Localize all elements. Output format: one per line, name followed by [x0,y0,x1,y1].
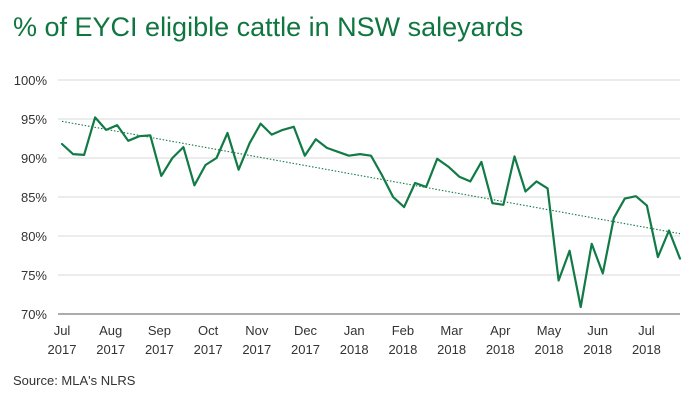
x-tick-year: 2018 [632,342,661,357]
series-layer [60,116,682,309]
y-tick-label: 95% [21,112,47,127]
x-tick-year: 2018 [583,342,612,357]
x-tick-year: 2017 [291,342,320,357]
x-tick-month: Apr [490,323,511,338]
x-tick-month: Feb [392,323,414,338]
x-tick-month: Oct [198,323,219,338]
x-tick-month: Dec [294,323,318,338]
x-tick-month: Jul [54,323,71,338]
x-tick-year: 2018 [340,342,369,357]
x-tick-month: Sep [148,323,171,338]
y-tick-labels: 100% 95% 90% 85% 80% 75% 70% [14,73,48,322]
x-tick-month: Jun [587,323,608,338]
x-tick-label: Apr 2018 [486,323,515,357]
source-note: Source: MLA's NLRS [13,373,136,388]
y-tick-label: 70% [21,307,47,322]
x-tick-label: Nov 2017 [242,323,271,357]
x-tick-year: 2018 [486,342,515,357]
x-tick-month: Mar [440,323,463,338]
x-tick-label: Mar 2018 [437,323,466,357]
x-tick-year: 2018 [388,342,417,357]
x-tick-month: Aug [99,323,122,338]
trend-line [61,120,681,235]
chart-title: % of EYCI eligible cattle in NSW saleyar… [13,12,524,42]
y-tick-label: 100% [14,73,48,88]
x-tick-year: 2017 [96,342,125,357]
x-tick-year: 2017 [48,342,77,357]
x-tick-label: Dec 2017 [291,323,320,357]
x-tick-year: 2017 [242,342,271,357]
x-tick-year: 2017 [194,342,223,357]
x-tick-month: Jul [638,323,655,338]
x-tick-label: Aug 2017 [96,323,125,357]
x-tick-label: Jun 2018 [583,323,612,357]
gridlines [58,79,680,315]
x-tick-year: 2017 [145,342,174,357]
x-tick-labels: Jul 2017 Aug 2017 Sep 2017 Oct 2017 Nov 2017 Dec 20… [48,323,661,357]
x-tick-label: Oct 2017 [194,323,223,357]
x-tick-month: May [537,323,562,338]
series-line [60,116,682,309]
x-tick-label: Jul 2018 [632,323,661,357]
y-tick-label: 90% [21,151,47,166]
y-tick-label: 75% [21,268,47,283]
x-tick-label: Jan 2018 [340,323,369,357]
y-tick-label: 85% [21,190,47,205]
x-tick-month: Jan [344,323,365,338]
y-tick-label: 80% [21,229,47,244]
x-tick-year: 2018 [437,342,466,357]
x-tick-label: Feb 2018 [388,323,417,357]
x-tick-year: 2018 [535,342,564,357]
x-tick-month: Nov [245,323,269,338]
x-tick-label: Jul 2017 [48,323,77,357]
x-tick-label: May 2018 [535,323,564,357]
x-tick-label: Sep 2017 [145,323,174,357]
